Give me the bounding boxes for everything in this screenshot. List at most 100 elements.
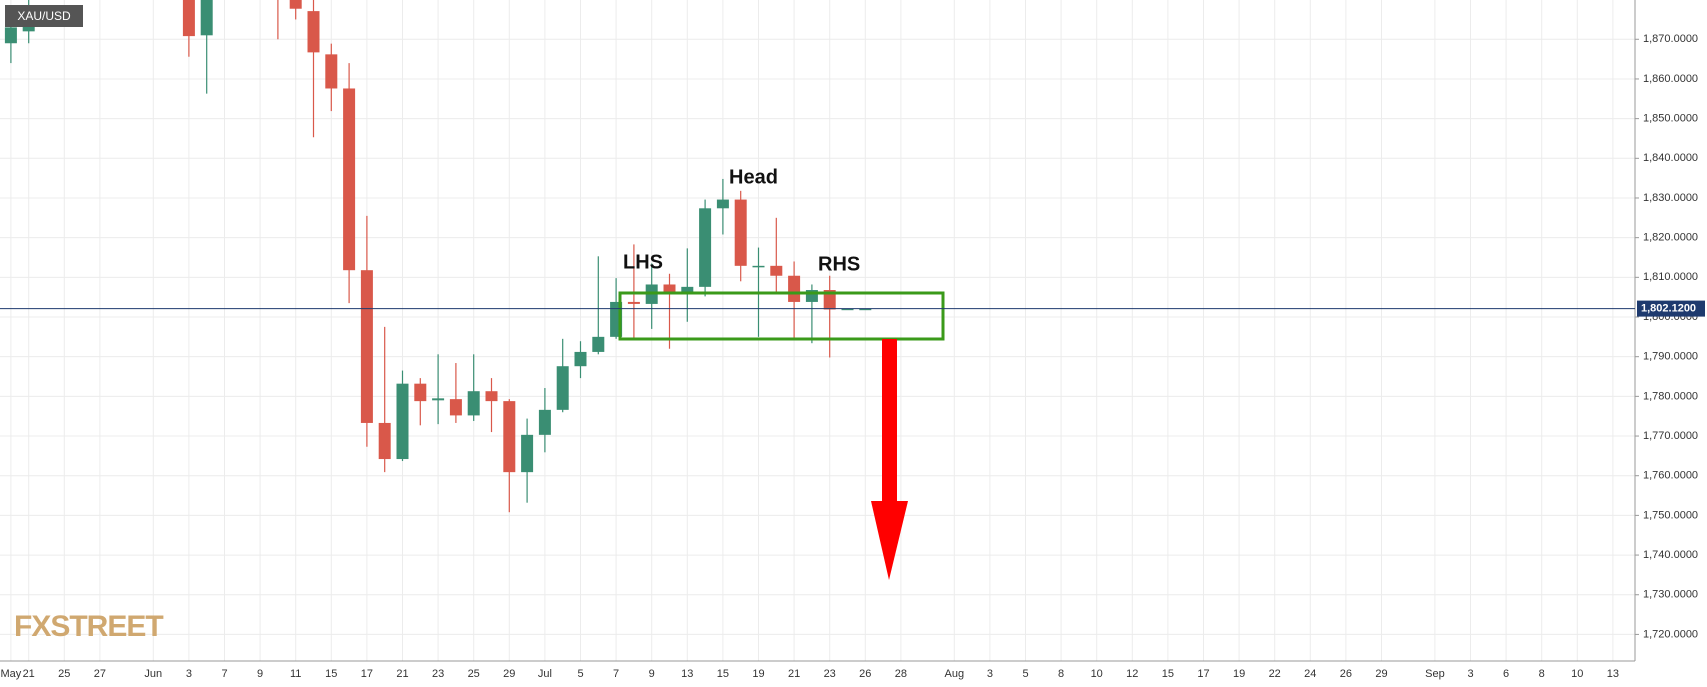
x-tick-label: 7: [221, 668, 227, 680]
candle-body: [521, 434, 534, 473]
candle-body: [4, 27, 17, 44]
x-tick-label: 7: [613, 668, 619, 680]
candle-body: [859, 308, 872, 311]
y-tick-label: 1,760.0000: [1643, 470, 1698, 482]
candle-body: [681, 286, 694, 295]
arrow-shaft: [882, 339, 897, 503]
candle-body: [823, 290, 836, 310]
grid: [0, 0, 1635, 661]
candle-body: [182, 0, 195, 37]
x-tick-label: 23: [824, 668, 836, 680]
x-tick-label: 13: [1607, 668, 1619, 680]
x-tick-label: Sep: [1425, 668, 1445, 680]
x-tick-label: Aug: [945, 668, 965, 680]
candle-body: [788, 275, 801, 302]
x-tick-label: 5: [1022, 668, 1028, 680]
x-tick-label: May: [1, 668, 22, 680]
candle-body: [716, 199, 729, 209]
last-price-label: 1,802.1200: [1641, 303, 1696, 315]
y-tick-label: 1,850.0000: [1643, 113, 1698, 125]
x-tick-label: 12: [1126, 668, 1138, 680]
y-tick-label: 1,750.0000: [1643, 509, 1698, 521]
y-tick-label: 1,830.0000: [1643, 192, 1698, 204]
x-tick-label: 13: [681, 668, 693, 680]
x-tick-label: 25: [58, 668, 70, 680]
x-tick-label: 26: [859, 668, 871, 680]
y-tick-label: 1,780.0000: [1643, 390, 1698, 402]
x-tick-label: Jul: [538, 668, 552, 680]
last-price-box: [1637, 300, 1705, 317]
x-tick-label: 6: [1503, 668, 1509, 680]
x-tick-label: 17: [361, 668, 373, 680]
x-tick-label: 29: [503, 668, 515, 680]
y-tick-label: 1,790.0000: [1643, 351, 1698, 363]
y-tick-label: 1,870.0000: [1643, 33, 1698, 45]
x-tick-label: 8: [1058, 668, 1064, 680]
y-tick-label: 1,720.0000: [1643, 628, 1698, 640]
x-tick-label: 19: [752, 668, 764, 680]
x-tick-label: 23: [432, 668, 444, 680]
candle-body: [307, 11, 320, 53]
x-tick-label: 27: [94, 668, 106, 680]
candle-body: [325, 54, 338, 89]
x-tick-label: 10: [1571, 668, 1583, 680]
candle-body: [414, 383, 427, 402]
x-tick-label: 9: [257, 668, 263, 680]
y-tick-label: 1,860.0000: [1643, 73, 1698, 85]
candle-body: [449, 399, 462, 416]
x-tick-label: 25: [468, 668, 480, 680]
x-tick-label: 21: [396, 668, 408, 680]
plot-area: [4, 0, 872, 513]
arrow-head: [871, 501, 908, 580]
x-tick-label: 21: [23, 668, 35, 680]
symbol: XAU/USD: [17, 9, 71, 23]
candle-body: [805, 290, 818, 302]
candle-body: [360, 270, 373, 423]
x-tick-label: 9: [649, 668, 655, 680]
candle-body: [592, 336, 605, 352]
candle-body: [289, 0, 302, 9]
candle-body: [343, 88, 356, 271]
x-tick-label: 3: [1467, 668, 1473, 680]
neckline-box: [618, 291, 945, 341]
candle-body: [432, 398, 445, 401]
x-tick-label: 22: [1269, 668, 1281, 680]
x-tick-label: 24: [1304, 668, 1316, 680]
candle-body: [752, 265, 765, 268]
x-tick-label: 29: [1375, 668, 1387, 680]
x-tick-label: 15: [1162, 668, 1174, 680]
y-tick-label: 1,840.0000: [1643, 152, 1698, 164]
candle-body: [378, 422, 391, 460]
x-tick-label: 15: [325, 668, 337, 680]
candle-body: [503, 401, 516, 473]
y-tick-label: 1,810.0000: [1643, 271, 1698, 283]
x-tick-label: 5: [577, 668, 583, 680]
x-tick-label: 3: [987, 668, 993, 680]
candle-body: [770, 265, 783, 276]
x-tick-label: 26: [1340, 668, 1352, 680]
watermark: FXSTREET: [14, 610, 163, 643]
candle-body: [556, 366, 569, 410]
annotation: LHS: [623, 251, 663, 273]
candle-body: [538, 409, 551, 435]
x-tick-label: 21: [788, 668, 800, 680]
symbol-box: [5, 5, 83, 27]
y-tick-label: 1,770.0000: [1643, 430, 1698, 442]
candle-body: [627, 301, 640, 304]
annotation: Head: [729, 166, 778, 188]
x-tick-label: 19: [1233, 668, 1245, 680]
candle-body: [396, 383, 409, 460]
candle-body: [841, 308, 854, 311]
candle-body: [574, 351, 587, 367]
annotation: RHS: [818, 253, 860, 275]
x-tick-label: 17: [1197, 668, 1209, 680]
x-tick-label: 8: [1539, 668, 1545, 680]
candle-body: [485, 391, 498, 402]
x-tick-label: 28: [895, 668, 907, 680]
candle-body: [663, 284, 676, 295]
y-tick-label: 1,730.0000: [1643, 589, 1698, 601]
y-tick-label: 1,820.0000: [1643, 232, 1698, 244]
candle-body: [200, 0, 213, 36]
